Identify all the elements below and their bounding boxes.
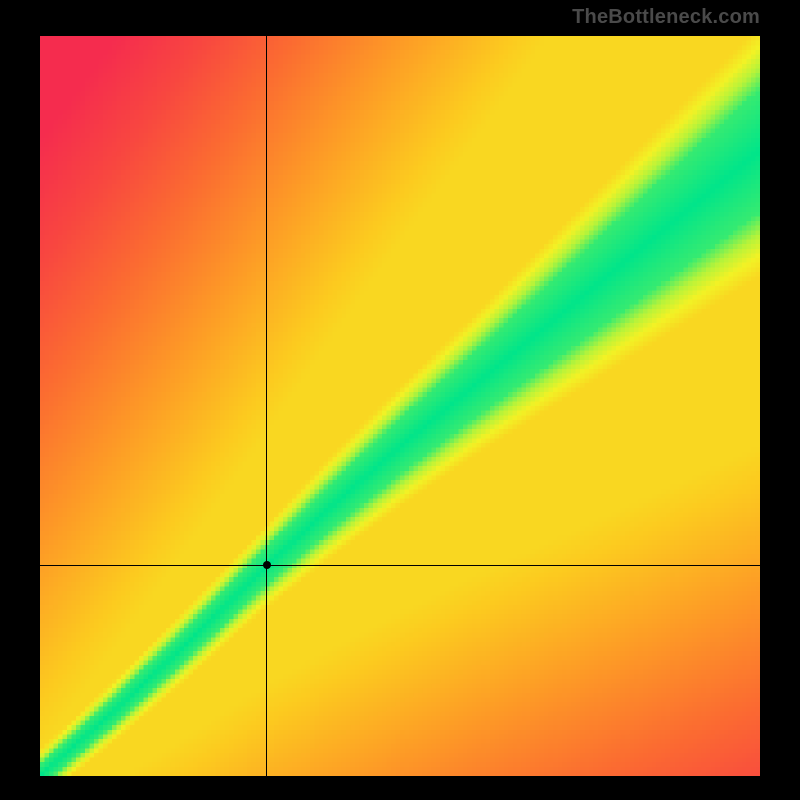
plot-area (40, 36, 760, 776)
crosshair-marker (263, 561, 271, 569)
chart-frame: TheBottleneck.com (0, 0, 800, 800)
heatmap-canvas (40, 36, 760, 776)
crosshair-horizontal (40, 565, 760, 566)
crosshair-vertical (266, 36, 267, 776)
watermark-text: TheBottleneck.com (572, 6, 760, 29)
